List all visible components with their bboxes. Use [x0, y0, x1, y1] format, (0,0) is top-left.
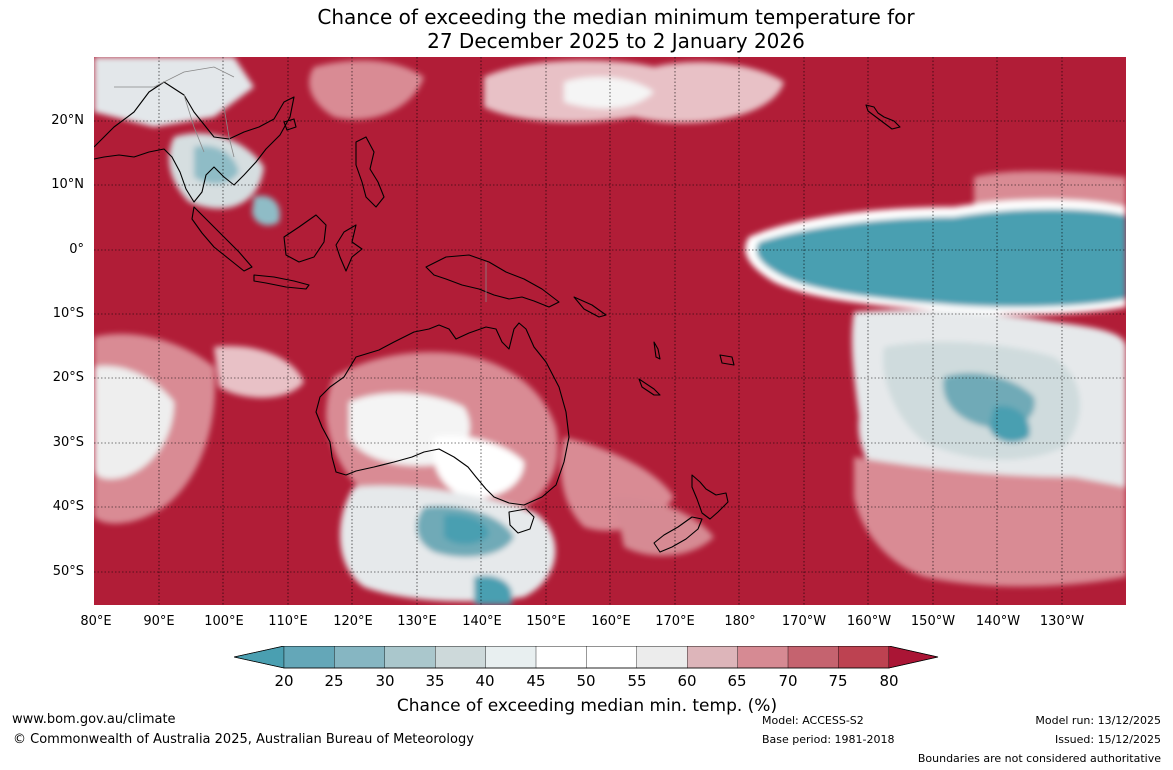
colorbar-label: Chance of exceeding median min. temp. (%…: [396, 696, 778, 716]
tasmania-coastline: [508, 508, 535, 534]
lon-label-90e: 90°E: [143, 614, 175, 629]
lat-label-20s: 20°S: [52, 370, 84, 385]
new-zealand-south-coastline: [653, 516, 703, 553]
lon-label-130w: 130°W: [1039, 614, 1085, 629]
java-coastline: [253, 274, 310, 290]
map-canvas: [94, 57, 1126, 605]
colorbar-tick-35: 35: [425, 672, 445, 690]
website-link[interactable]: www.bom.gov.au/climate: [12, 712, 176, 727]
australia-coastline: [315, 322, 570, 506]
colorbar-segment-2: [334, 646, 386, 669]
lon-label-180: 180°: [724, 614, 756, 629]
colorbar-tick-75: 75: [828, 672, 848, 690]
lat-label-0: 0°: [69, 242, 84, 257]
copyright-text: © Commonwealth of Australia 2025, Austra…: [13, 732, 474, 747]
title-line-1: Chance of exceeding the median minimum t…: [317, 5, 915, 29]
colorbar-segment-8: [636, 646, 688, 669]
lat-label-50s: 50°S: [52, 564, 84, 579]
boundaries-disclaimer: Boundaries are not considered authoritat…: [917, 752, 1161, 765]
model-name: Model: ACCESS-S2: [762, 714, 864, 727]
coastlines: [94, 81, 901, 553]
lon-label-80e: 80°E: [80, 614, 112, 629]
lat-label-30s: 30°S: [52, 435, 84, 450]
lon-label-100e: 100°E: [204, 614, 244, 629]
hainan-coastline: [283, 118, 297, 131]
fiji-coastline: [719, 354, 735, 366]
colorbar-tick-25: 25: [324, 672, 344, 690]
vanuatu-coastline: [653, 341, 661, 360]
colorbar-tick-65: 65: [727, 672, 747, 690]
colorbar-segments: [234, 646, 938, 669]
colorbar-segment-11: [787, 646, 840, 669]
philippines-coastline: [355, 136, 385, 208]
lat-label-10s: 10°S: [52, 306, 84, 321]
lon-label-140e: 140°E: [462, 614, 502, 629]
colorbar-segment-1: [283, 646, 336, 669]
colorbar-segment-10: [737, 646, 789, 669]
colorbar-segment-7: [586, 646, 638, 669]
southeast-asia-coastline: [94, 81, 295, 203]
colorbar-segment-9: [687, 646, 739, 669]
new-guinea-coastline: [425, 254, 560, 308]
new-zealand-north-coastline: [691, 474, 729, 520]
lon-label-170w: 170°W: [781, 614, 827, 629]
lon-label-150e: 150°E: [526, 614, 566, 629]
colorbar-tick-40: 40: [475, 672, 495, 690]
issued-date: Issued: 15/12/2025: [1054, 733, 1161, 746]
colorbar-segment-5: [485, 646, 537, 669]
lat-label-10n: 10°N: [51, 177, 84, 192]
lon-label-160e: 160°E: [591, 614, 631, 629]
lon-label-110e: 110°E: [268, 614, 308, 629]
colorbar-tick-55: 55: [627, 672, 647, 690]
colorbar-segment-12: [838, 646, 890, 669]
sulawesi-coastline: [335, 224, 363, 272]
map-title: Chance of exceeding the median minimum t…: [0, 5, 1173, 53]
solomon-islands-coastline: [573, 296, 607, 318]
model-run-date: Model run: 13/12/2025: [1035, 714, 1161, 727]
new-caledonia-coastline: [638, 378, 661, 396]
lon-label-130e: 130°E: [397, 614, 437, 629]
colorbar-tick-70: 70: [778, 672, 798, 690]
lon-label-150w: 150°W: [910, 614, 956, 629]
lon-label-120e: 120°E: [333, 614, 373, 629]
country-borders: [114, 66, 487, 302]
graticule: [94, 57, 1126, 605]
base-period: Base period: 1981-2018: [762, 733, 895, 746]
colorbar: [234, 646, 939, 669]
colorbar-segment-0: [234, 646, 285, 669]
sumatra-coastline: [191, 206, 253, 272]
colorbar-tick-45: 45: [526, 672, 546, 690]
title-line-2: 27 December 2025 to 2 January 2026: [427, 29, 805, 53]
lat-label-40s: 40°S: [52, 499, 84, 514]
hawaii-coastline: [865, 104, 901, 130]
lat-label-20n: 20°N: [51, 113, 84, 128]
colorbar-segment-6: [535, 646, 588, 669]
colorbar-segment-3: [384, 646, 436, 669]
forecast-map: [94, 57, 1126, 605]
colorbar-tick-20: 20: [274, 672, 294, 690]
colorbar-tick-30: 30: [375, 672, 395, 690]
probability-field: [94, 57, 1126, 605]
colorbar-segment-13: [888, 646, 938, 669]
colorbar-tick-50: 50: [576, 672, 596, 690]
lon-label-160w: 160°W: [846, 614, 892, 629]
colorbar-tick-60: 60: [677, 672, 697, 690]
colorbar-segment-4: [434, 646, 487, 669]
lon-label-140w: 140°W: [975, 614, 1021, 629]
borneo-coastline: [283, 214, 327, 263]
colorbar-tick-80: 80: [879, 672, 899, 690]
lon-label-170e: 170°E: [655, 614, 695, 629]
